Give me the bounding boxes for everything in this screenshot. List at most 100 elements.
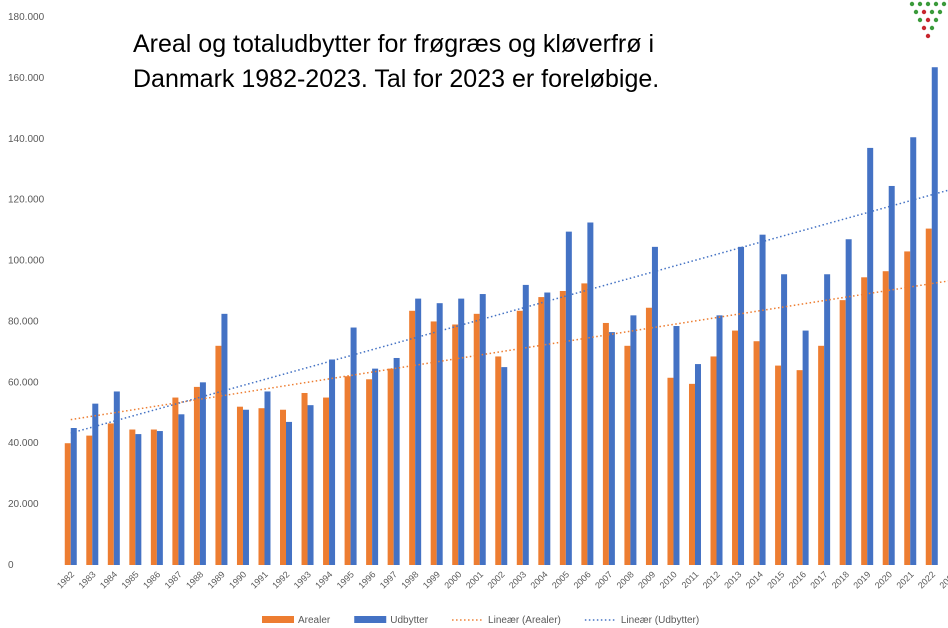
x-tick-label: 1987 — [163, 569, 184, 590]
chart-title: Danmark 1982-2023. Tal for 2023 er forel… — [133, 65, 659, 93]
bar — [753, 341, 760, 565]
bar — [92, 403, 99, 565]
bar — [538, 297, 545, 565]
bar — [307, 405, 314, 565]
x-tick-label: 1994 — [313, 569, 334, 590]
x-tick-label: 2013 — [722, 569, 743, 590]
bar — [716, 315, 723, 565]
bar — [436, 303, 443, 565]
x-tick-label: 2014 — [744, 569, 765, 590]
chart-title: Areal og totaludbytter for frøgræs og kl… — [133, 30, 654, 58]
x-tick-label: 2007 — [593, 569, 614, 590]
x-tick-label: 2022 — [916, 569, 937, 590]
legend-label: Lineær (Arealer) — [488, 615, 561, 626]
x-tick-label: 1989 — [206, 569, 227, 590]
trend-line — [70, 189, 948, 434]
legend-label: Udbytter — [390, 615, 428, 626]
bar — [845, 239, 852, 565]
x-tick-label: 2021 — [894, 569, 915, 590]
bar — [738, 246, 745, 565]
bar — [501, 367, 508, 565]
y-tick-label: 40.000 — [8, 438, 39, 449]
bar — [264, 391, 271, 565]
x-tick-label: 1983 — [76, 569, 97, 590]
x-tick-label: 2011 — [680, 569, 701, 590]
y-tick-label: 120.000 — [8, 195, 45, 206]
x-tick-label: 1986 — [141, 569, 162, 590]
x-tick-label: 2002 — [485, 569, 506, 590]
bar — [925, 228, 932, 566]
x-tick-label: 2017 — [808, 569, 829, 590]
bar — [172, 397, 179, 565]
bar — [135, 434, 142, 565]
bar — [818, 345, 825, 565]
x-tick-label: 2016 — [787, 569, 808, 590]
y-tick-label: 20.000 — [8, 499, 39, 510]
bar — [559, 291, 566, 565]
logo — [909, 1, 947, 39]
bar — [129, 429, 136, 565]
bar — [86, 435, 93, 565]
x-tick-label: 1988 — [184, 569, 205, 590]
x-tick-label: 2001 — [464, 569, 485, 590]
bar — [199, 382, 206, 565]
bar — [544, 292, 551, 565]
bar — [415, 298, 422, 565]
x-tick-label: 1996 — [356, 569, 377, 590]
bar — [904, 251, 911, 565]
bar — [329, 359, 336, 565]
bar — [565, 231, 572, 565]
bar — [323, 397, 330, 565]
x-tick-label: 2005 — [550, 569, 571, 590]
x-tick-label: 2018 — [830, 569, 851, 590]
bar — [473, 313, 480, 565]
legend-label: Lineær (Udbytter) — [621, 615, 699, 626]
x-tick-label: 2023 — [937, 569, 948, 590]
x-tick-label: 2020 — [873, 569, 894, 590]
y-tick-label: 100.000 — [8, 256, 45, 267]
bar — [781, 274, 788, 565]
x-tick-label: 2015 — [765, 569, 786, 590]
bar — [775, 365, 782, 565]
x-tick-label: 2009 — [636, 569, 657, 590]
legend-label: Arealer — [298, 615, 331, 626]
bar — [667, 377, 674, 565]
legend-swatch — [354, 616, 387, 623]
x-tick-label: 1985 — [120, 569, 141, 590]
bar — [178, 414, 185, 565]
bar — [458, 298, 465, 565]
bar — [888, 185, 895, 565]
bar — [387, 368, 394, 565]
bar — [732, 330, 739, 565]
bar — [516, 310, 523, 565]
bar — [70, 428, 77, 565]
x-tick-label: 2006 — [572, 569, 593, 590]
bar — [673, 326, 680, 565]
x-tick-label: 1993 — [292, 569, 313, 590]
bar — [802, 330, 809, 565]
bar — [581, 283, 588, 565]
legend-swatch — [262, 616, 294, 623]
x-tick-label: 2012 — [701, 569, 722, 590]
bar — [372, 368, 379, 565]
bar — [522, 284, 529, 565]
y-tick-label: 60.000 — [8, 377, 39, 388]
bar — [150, 429, 157, 565]
bar — [344, 376, 351, 565]
x-tick-label: 1990 — [227, 569, 248, 590]
bar — [479, 294, 486, 565]
x-tick-label: 1984 — [98, 569, 119, 590]
y-tick-label: 180.000 — [8, 12, 45, 23]
bar — [839, 300, 846, 565]
bar — [221, 313, 228, 565]
bar — [910, 137, 917, 565]
bar — [350, 327, 357, 565]
bar — [156, 431, 163, 565]
bar — [409, 310, 416, 565]
bar — [624, 345, 631, 565]
bar — [301, 392, 308, 565]
bar — [861, 277, 868, 565]
bar — [236, 406, 243, 565]
bar — [215, 345, 222, 565]
